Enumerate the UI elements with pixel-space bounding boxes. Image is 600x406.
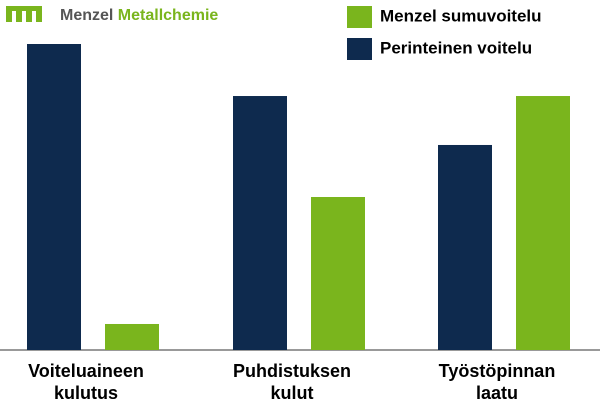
legend-label: Menzel sumuvoitelu	[380, 6, 542, 25]
bar	[27, 44, 81, 350]
x-tick-label: Työstöpinnan laatu	[438, 361, 556, 403]
logo-brand: Menzel	[60, 7, 113, 24]
bar	[311, 197, 365, 350]
bar	[105, 323, 159, 350]
logo-icon	[6, 6, 42, 22]
logo-accent: Metallchemie	[118, 7, 219, 24]
bar	[438, 144, 492, 350]
logo-text: Menzel Metallchemie	[60, 7, 218, 24]
legend-swatch	[347, 38, 372, 60]
x-tick-label: Puhdistuksen kulut	[232, 361, 352, 403]
legend-swatch	[347, 6, 372, 28]
legend-label: Perinteinen voitelu	[380, 38, 532, 57]
x-tick-label: Voiteluaineen kulutus	[28, 361, 144, 403]
bar	[233, 96, 287, 351]
bar	[516, 96, 570, 351]
